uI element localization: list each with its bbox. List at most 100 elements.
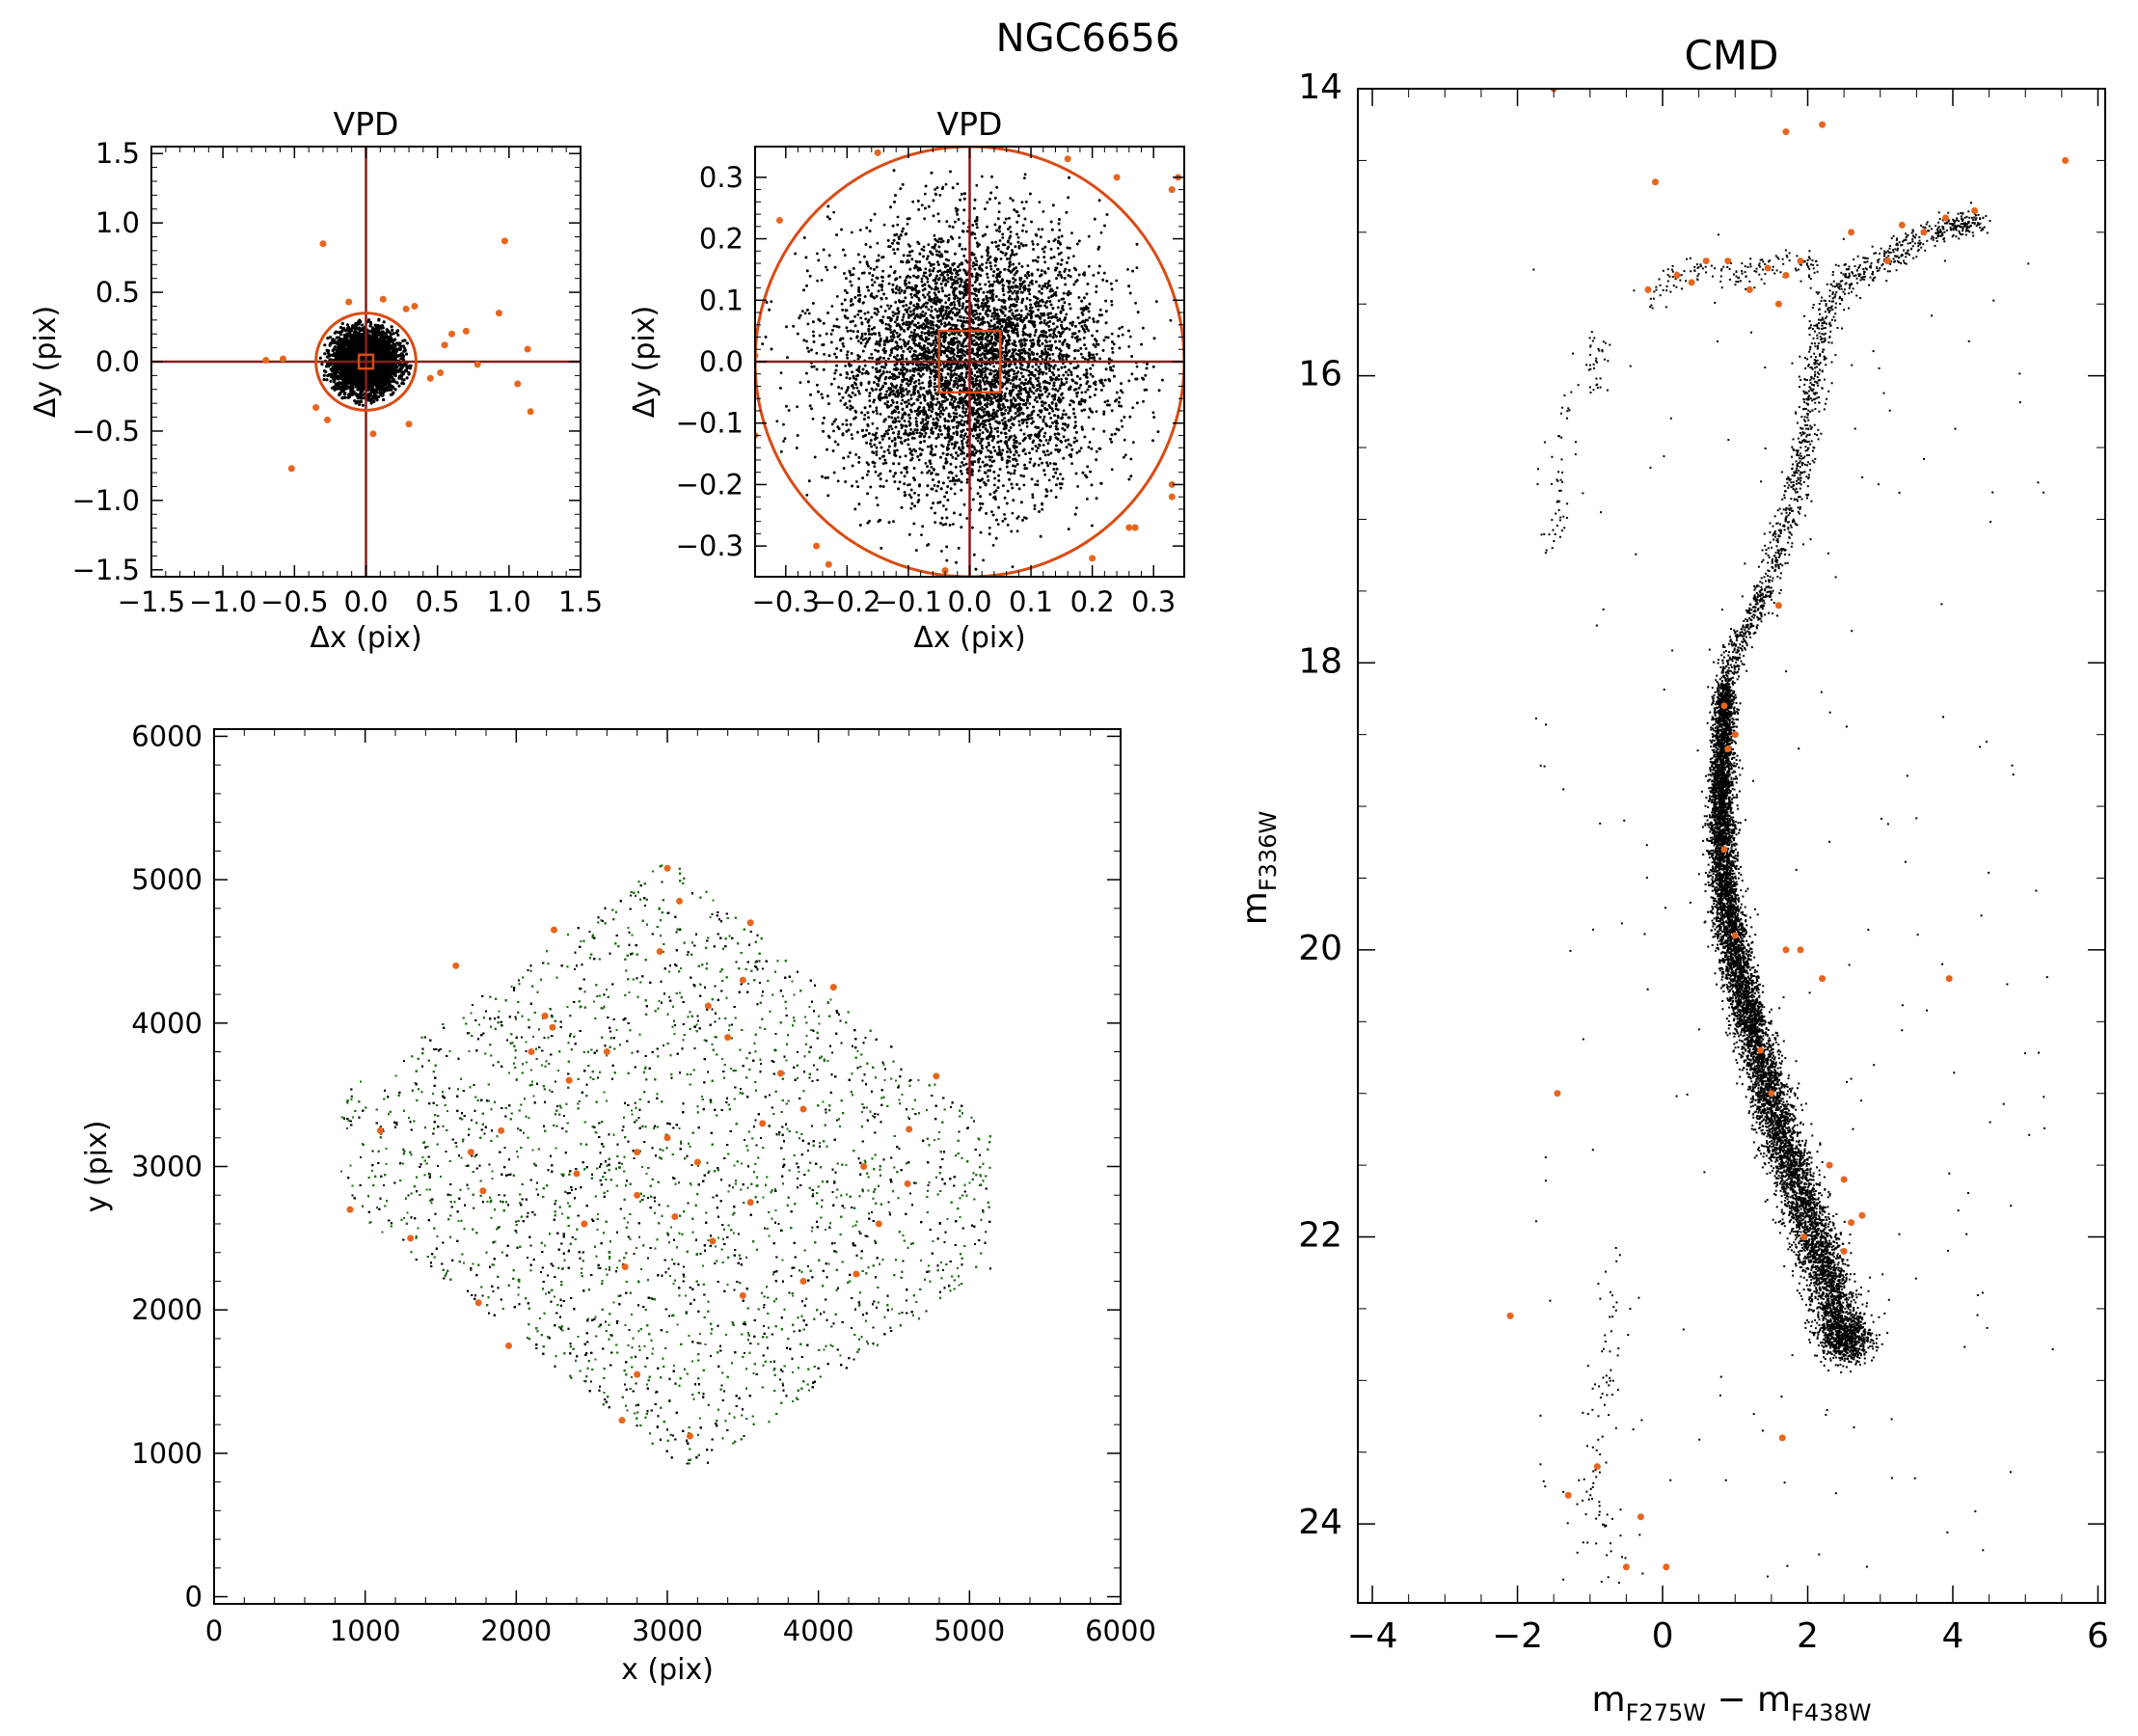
member-point	[391, 347, 394, 351]
member-point	[332, 354, 336, 358]
member-point	[373, 327, 377, 331]
member-point	[375, 369, 380, 373]
member-point	[346, 395, 350, 399]
y-tick-label: −0.5	[72, 415, 140, 448]
member-point	[361, 403, 365, 407]
member-point	[335, 336, 338, 339]
member-point	[342, 393, 346, 396]
member-point	[389, 336, 392, 339]
member-point	[323, 343, 327, 347]
member-point	[382, 320, 386, 324]
member-point	[362, 340, 365, 344]
x-tick-label: −0.5	[260, 585, 328, 618]
rejected-point	[405, 420, 413, 428]
rejected-point	[312, 403, 320, 411]
member-points	[761, 169, 1173, 571]
member-point	[338, 362, 342, 366]
member-point	[333, 331, 337, 335]
y-tick-label: 0.5	[95, 276, 140, 309]
rejected-point	[319, 240, 327, 248]
member-point	[360, 385, 364, 389]
member-point	[394, 348, 398, 352]
member-point	[395, 341, 399, 345]
member-point	[343, 377, 348, 381]
member-point	[387, 374, 391, 378]
member-point	[358, 400, 362, 404]
member-point	[345, 323, 350, 327]
member-point	[358, 402, 362, 406]
member-point	[387, 349, 391, 353]
member-point	[344, 351, 348, 355]
member-point	[372, 347, 376, 351]
member-point	[330, 367, 334, 371]
x-axis-label: Δx (pix)	[310, 621, 421, 655]
member-point	[380, 330, 384, 334]
member-point	[392, 332, 395, 336]
member-point	[324, 365, 329, 368]
member-point	[329, 375, 333, 379]
member-point	[352, 339, 356, 342]
member-point	[353, 373, 357, 377]
member-point	[379, 342, 383, 346]
member-point	[401, 354, 405, 358]
rejected-point	[369, 430, 377, 438]
member-points	[318, 317, 413, 407]
y-axis-label: Δy (pix)	[29, 306, 63, 418]
member-point	[388, 383, 392, 387]
member-point	[339, 376, 343, 380]
member-point	[378, 362, 383, 366]
member-point	[369, 401, 373, 405]
member-point	[369, 388, 374, 392]
member-point	[403, 346, 407, 350]
member-point	[349, 369, 353, 373]
rejected-point	[323, 416, 331, 423]
member-point	[390, 325, 393, 329]
member-point	[391, 328, 394, 332]
member-point	[377, 384, 381, 388]
member-point	[400, 381, 404, 385]
y-tick-label: −1.0	[72, 484, 140, 517]
member-point	[396, 333, 400, 337]
member-point	[390, 388, 393, 392]
member-point	[343, 381, 348, 385]
member-point	[346, 364, 351, 367]
member-point	[330, 341, 334, 345]
panel-title: VPD	[334, 105, 399, 143]
member-point	[347, 385, 351, 389]
member-point	[369, 393, 373, 397]
member-point	[325, 378, 329, 382]
rejected-point	[501, 237, 508, 245]
member-point	[396, 368, 400, 372]
member-point	[389, 339, 392, 342]
member-point	[350, 382, 354, 386]
member-point	[328, 372, 332, 376]
member-point	[373, 379, 377, 383]
member-point	[374, 335, 378, 339]
figure-title: NGC6656	[996, 16, 1180, 61]
member-point	[323, 352, 327, 356]
member-point	[360, 363, 364, 366]
plot-area	[151, 147, 581, 577]
member-point	[356, 388, 360, 392]
member-point	[375, 395, 379, 399]
rejected-point	[345, 298, 353, 306]
member-point	[338, 370, 341, 375]
member-point	[404, 352, 409, 356]
member-point	[355, 379, 359, 384]
member-point	[377, 348, 381, 352]
member-point	[397, 384, 401, 388]
member-point	[399, 366, 404, 370]
member-point	[361, 323, 365, 327]
member-point	[373, 339, 377, 343]
member-point	[336, 363, 339, 366]
rejected-point	[287, 465, 295, 473]
member-point	[341, 341, 345, 345]
member-point	[401, 364, 405, 368]
member-point	[380, 387, 384, 391]
rejected-point	[514, 380, 522, 388]
member-point	[374, 358, 378, 362]
member-point	[341, 328, 345, 332]
member-point	[381, 326, 385, 330]
member-point	[361, 371, 365, 375]
member-point	[368, 337, 372, 340]
